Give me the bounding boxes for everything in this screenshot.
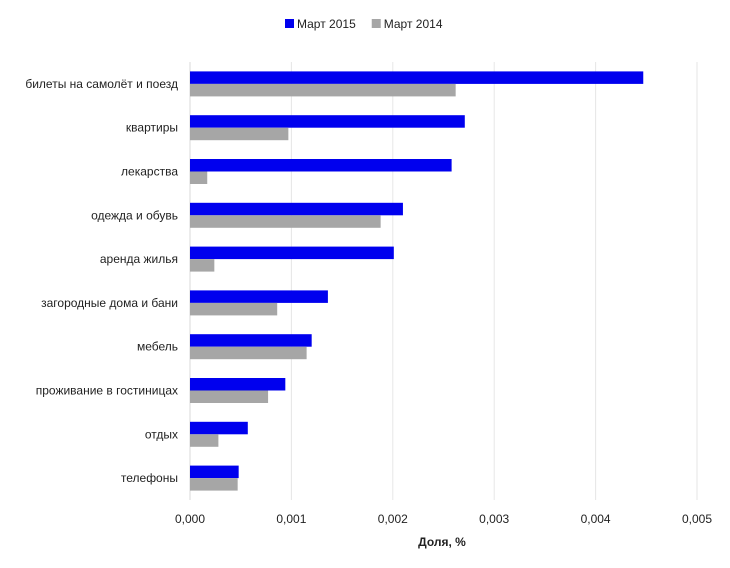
bar bbox=[190, 202, 403, 216]
category-label: телефоны bbox=[121, 471, 178, 485]
category-label: мебель bbox=[137, 340, 178, 354]
bar bbox=[190, 290, 328, 303]
bar bbox=[190, 465, 239, 479]
x-tick-label: 0,003 bbox=[479, 512, 509, 526]
bar bbox=[190, 115, 465, 128]
category-labels: билеты на самолёт и поезд квартиры лекарст… bbox=[25, 77, 178, 485]
bar bbox=[190, 421, 248, 435]
bar bbox=[190, 71, 644, 84]
x-tick-label: 0,001 bbox=[276, 512, 306, 526]
category-label: билеты на самолёт и поезд bbox=[25, 77, 178, 91]
x-tick-label: 0,005 bbox=[682, 512, 712, 526]
category-label: проживание в гостиницах bbox=[36, 384, 178, 398]
bar bbox=[190, 83, 456, 97]
bar bbox=[190, 346, 307, 360]
bar bbox=[190, 334, 312, 347]
bar bbox=[190, 478, 238, 491]
category-label: загородные дома и бани bbox=[41, 296, 178, 310]
bar bbox=[190, 259, 215, 272]
bar bbox=[190, 171, 208, 184]
bar bbox=[190, 127, 289, 141]
category-label: квартиры bbox=[126, 121, 178, 135]
bar bbox=[190, 302, 278, 316]
category-label: отдых bbox=[145, 427, 178, 441]
category-label: аренда жилья bbox=[100, 252, 178, 266]
legend-label: Март 2015 bbox=[297, 17, 356, 31]
bar bbox=[190, 246, 394, 260]
bar bbox=[190, 378, 286, 391]
x-tick-labels: 0,000 0,001 0,002 0,003 0,004 0,005 bbox=[175, 512, 712, 526]
legend: Март 2015 Март 2014 bbox=[285, 17, 443, 31]
x-axis-title: Доля, % bbox=[418, 535, 466, 549]
legend-label: Март 2014 bbox=[384, 17, 443, 31]
x-tick-label: 0,000 bbox=[175, 512, 205, 526]
x-tick-label: 0,004 bbox=[581, 512, 611, 526]
bar bbox=[190, 434, 219, 447]
legend-swatch bbox=[285, 19, 294, 28]
category-label: лекарства bbox=[121, 165, 178, 179]
bar bbox=[190, 390, 269, 403]
bar bbox=[190, 159, 452, 172]
legend-swatch bbox=[371, 19, 381, 28]
bar bbox=[190, 215, 381, 228]
category-label: одежда и обувь bbox=[91, 208, 178, 222]
x-tick-label: 0,002 bbox=[378, 512, 408, 526]
bars bbox=[190, 71, 644, 491]
